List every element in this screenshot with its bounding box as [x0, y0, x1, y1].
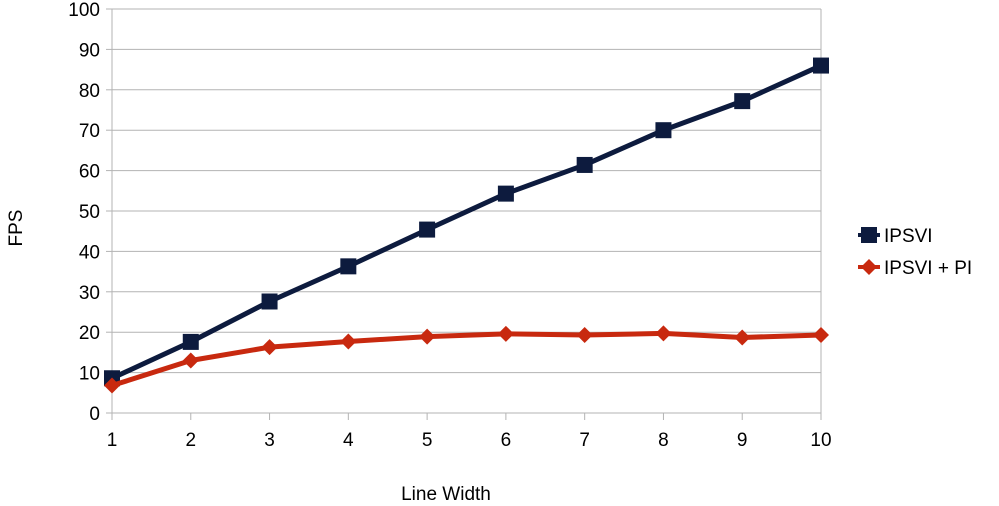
legend-swatch-marker: [861, 227, 877, 243]
y-tick-label: 0: [89, 404, 100, 425]
data-point-ipsvi-pi: [655, 325, 672, 342]
data-point-ipsvi: [813, 57, 829, 74]
series-line-ipsvi: [110, 63, 823, 381]
x-tick-label: 4: [343, 430, 354, 451]
x-tick-label: 10: [810, 430, 831, 451]
y-tick-label: 40: [79, 242, 100, 263]
series-ipsvi: [104, 57, 829, 387]
y-tick-labels: 0 10 20 30 40 50 60 70 80 90 100: [68, 0, 100, 425]
x-tick-label: 2: [185, 430, 196, 451]
x-tick-label: 3: [264, 430, 275, 451]
x-tick-label: 5: [422, 430, 433, 451]
legend: IPSVI IPSVI + PI: [858, 226, 972, 279]
y-tick-label: 70: [79, 121, 100, 142]
y-tick-label: 80: [79, 81, 100, 102]
data-point-ipsvi-pi: [261, 339, 278, 356]
y-tick-label: 100: [68, 0, 100, 21]
legend-item-ipsvi-pi: IPSVI + PI: [858, 258, 972, 279]
x-axis-title: Line Width: [401, 484, 491, 505]
data-point-ipsvi: [655, 122, 672, 139]
data-point-ipsvi: [419, 221, 436, 238]
data-point-ipsvi-pi: [576, 327, 593, 344]
x-tick-label: 6: [501, 430, 512, 451]
y-tick-label: 10: [79, 364, 100, 385]
data-point-ipsvi: [497, 185, 514, 202]
legend-item-ipsvi: IPSVI: [858, 226, 933, 247]
data-point-ipsvi: [182, 333, 199, 350]
x-tick-label: 9: [737, 430, 748, 451]
data-point-ipsvi-pi: [734, 329, 751, 346]
data-point-ipsvi-pi: [419, 328, 436, 345]
x-tick-label: 8: [658, 430, 669, 451]
y-tick-label: 50: [79, 202, 100, 223]
x-tick-label: 7: [579, 430, 590, 451]
series-line-ipsvi-pi: [111, 330, 822, 388]
legend-label: IPSVI + PI: [884, 258, 972, 279]
series-ipsvi-pi: [104, 325, 829, 394]
data-point-ipsvi-pi: [497, 325, 514, 342]
data-point-ipsvi: [340, 258, 357, 275]
data-point-ipsvi-pi: [813, 327, 829, 344]
data-point-ipsvi: [261, 293, 278, 310]
x-tick-labels: 1 2 3 4 5 6 7 8 9 10: [107, 430, 832, 451]
data-point-ipsvi-pi: [182, 352, 199, 369]
y-axis-title: FPS: [6, 210, 27, 247]
x-tick-label: 1: [107, 430, 118, 451]
data-point-ipsvi: [576, 156, 593, 173]
legend-swatch-marker: [861, 259, 877, 275]
y-tick-label: 60: [79, 162, 100, 183]
legend-label: IPSVI: [884, 226, 933, 247]
data-point-ipsvi-pi: [340, 333, 357, 350]
data-point-ipsvi-pi: [104, 377, 120, 394]
y-tick-label: 90: [79, 40, 100, 61]
y-tick-label: 20: [79, 323, 100, 344]
data-point-ipsvi: [734, 93, 751, 110]
y-tick-label: 30: [79, 283, 100, 304]
series: [104, 57, 829, 394]
